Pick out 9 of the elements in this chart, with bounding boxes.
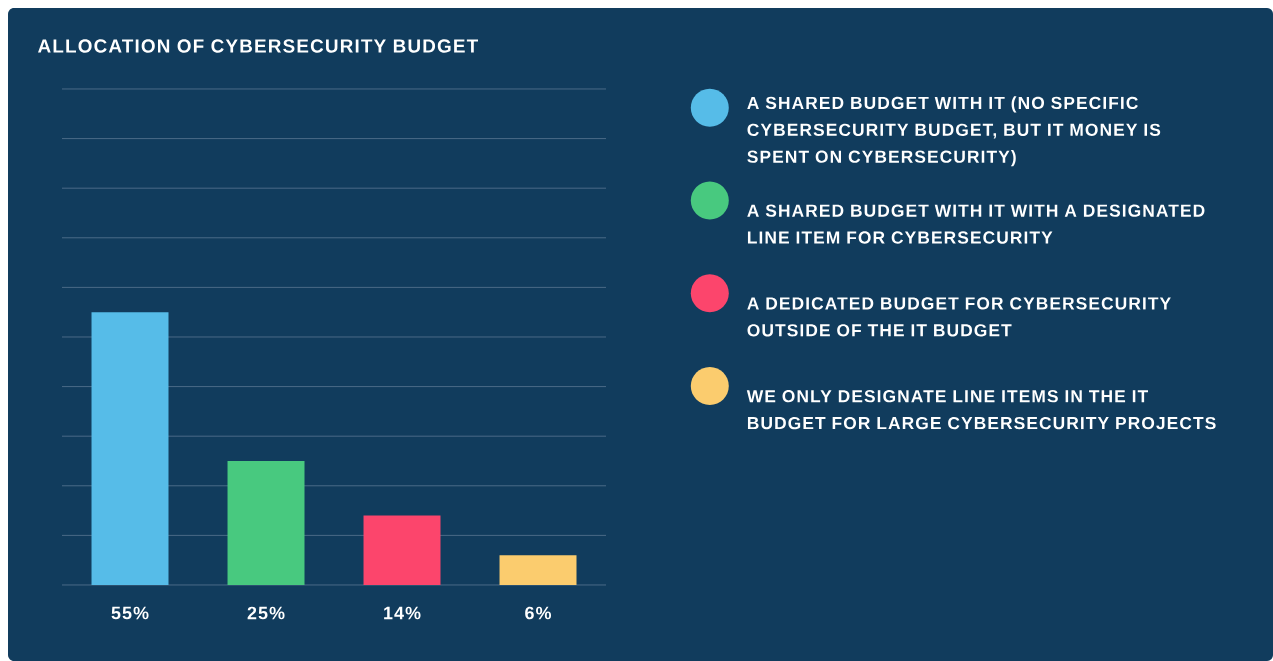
data-label: 25% [247,606,285,620]
data-label: 14% [384,606,421,620]
chart-title: ALLOCATION OF CYBERSECURITY BUDGET [38,39,479,53]
data-label: 6% [525,606,552,620]
text: A DEDICATED BUDGET FOR CYBERSECURITY OUTSIDE OF THE IT BUDGET [747,297,1171,337]
data-label: 55% [111,606,149,620]
text: A SHARED BUDGET WITH IT WITH A DESIGNATED LINE ITEM FOR CYBERSECURITY [747,204,1205,244]
legend-label: A SHARED BUDGET WITH IT (NO SPECIFIC CYBERSECURITY BUDGET, BUT IT MONEY IS SPENT ON CYBERSECURITY) [747,96,1161,167]
text: WE ONLY DESIGNATE LINE ITEMS IN THE IT BUDGET FOR LARGE CYBERSECURITY PROJECTS [746,390,1216,430]
